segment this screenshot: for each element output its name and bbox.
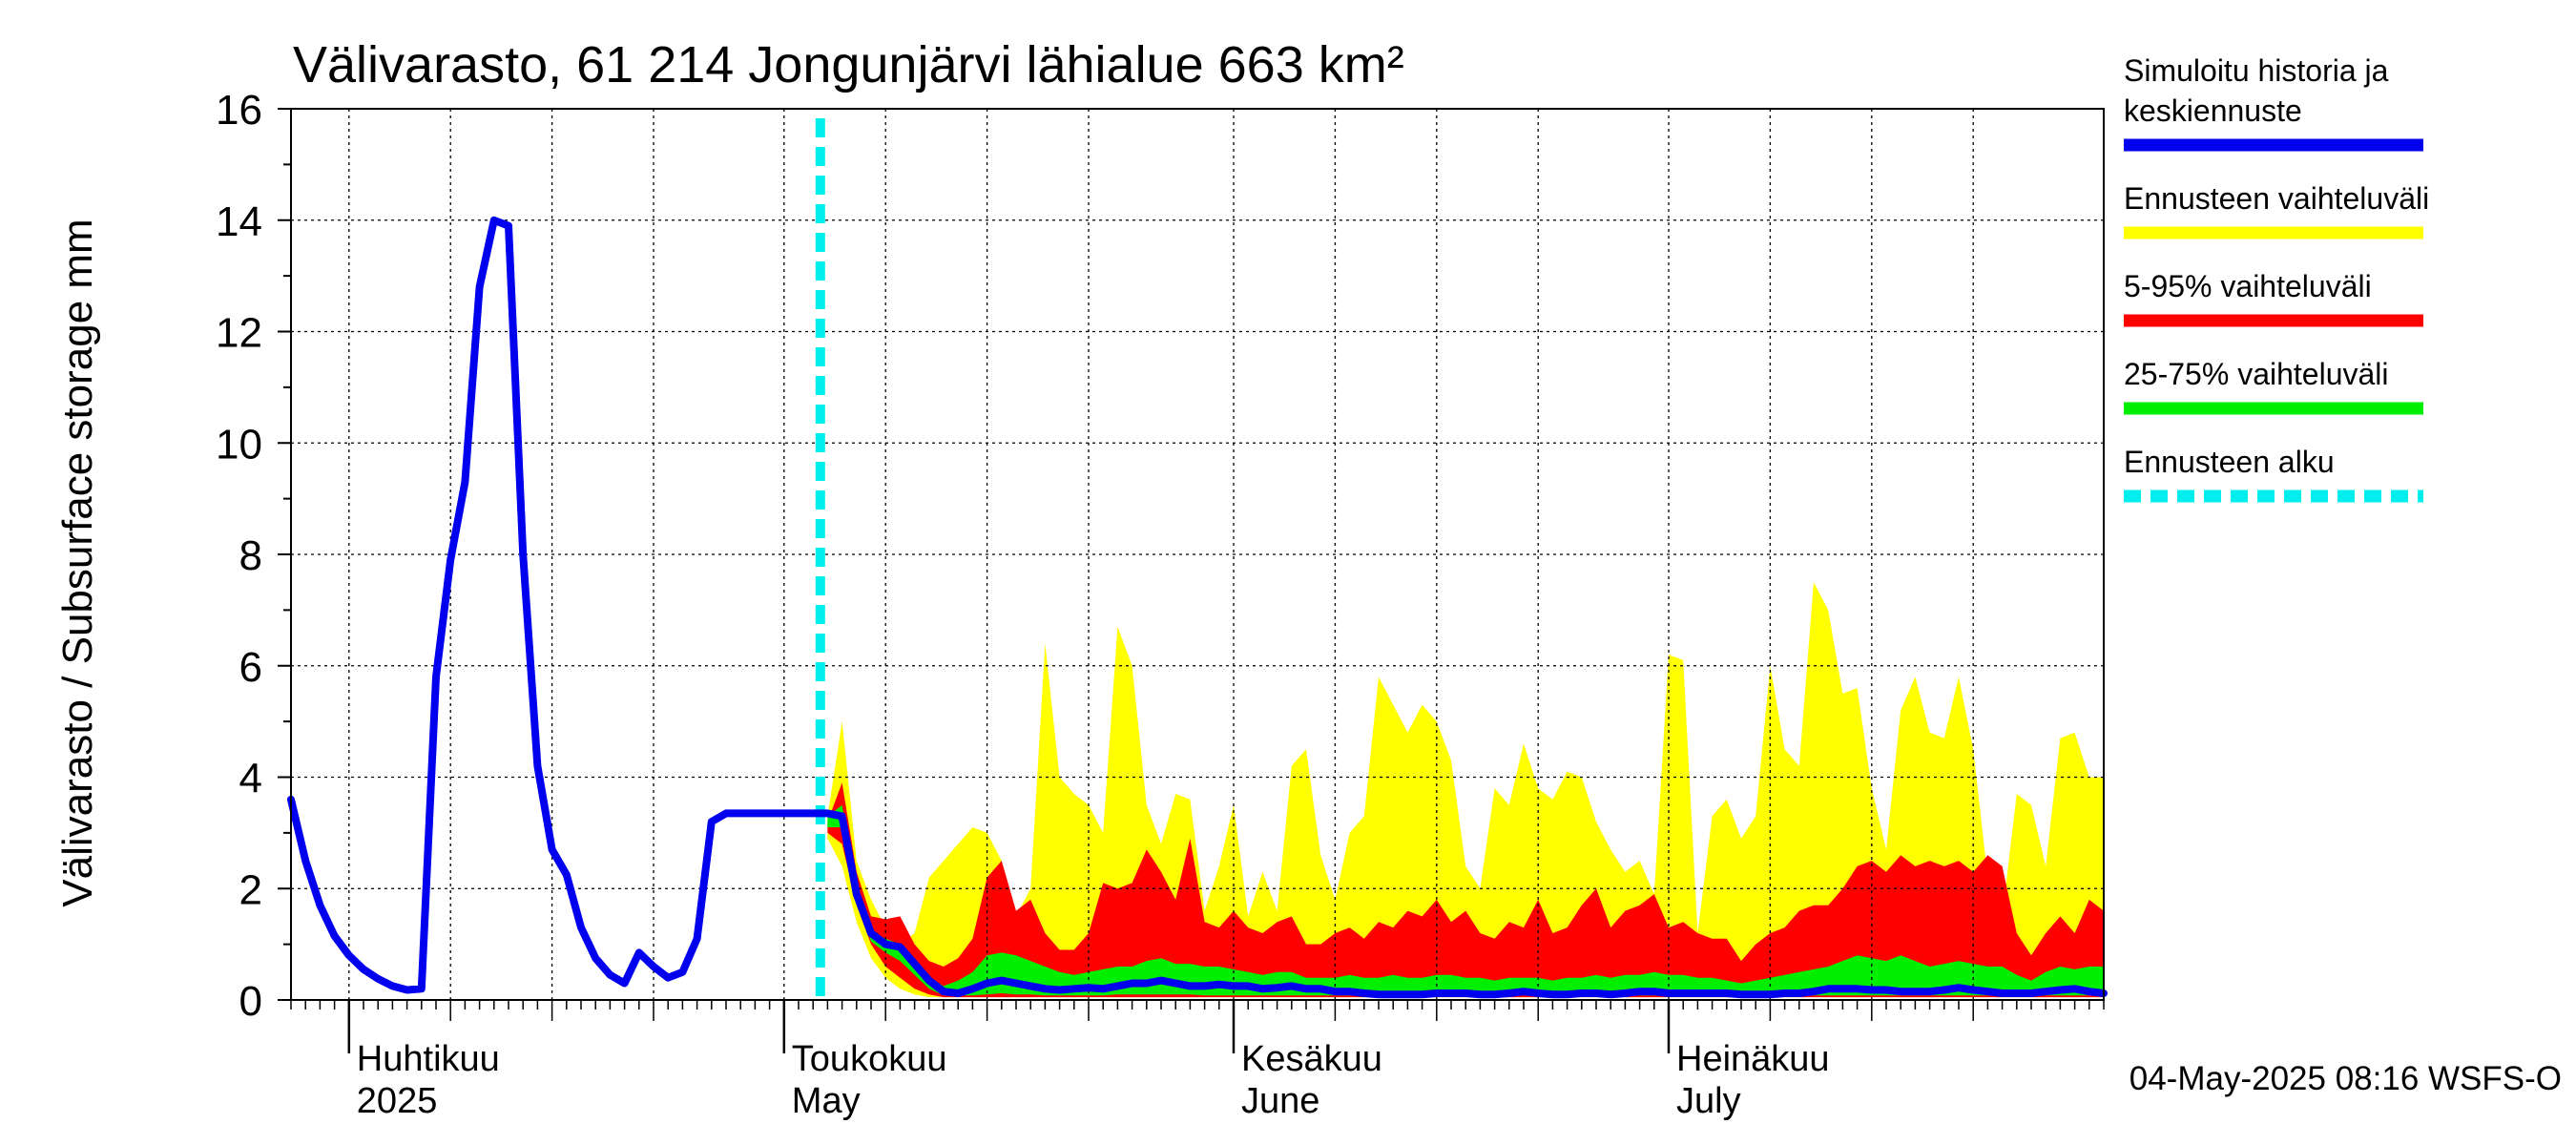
- y-tick-label: 12: [216, 310, 262, 357]
- x-month-sublabel: June: [1241, 1081, 1319, 1121]
- legend-label: Ennusteen alku: [2124, 445, 2335, 479]
- history-and-mean-series: [287, 216, 2108, 999]
- x-month-label: Kesäkuu: [1241, 1039, 1382, 1079]
- x-month-sublabel: July: [1676, 1081, 1741, 1121]
- footer-timestamp: 04-May-2025 08:16 WSFS-O: [2129, 1060, 2562, 1097]
- legend-label: Ennusteen vaihteluväli: [2124, 181, 2429, 216]
- legend: Simuloitu historia ja keskiennuste Ennuste…: [2124, 53, 2429, 503]
- y-tick-label: 0: [239, 978, 262, 1025]
- x-month-label: Toukokuu: [792, 1039, 947, 1079]
- grid: [291, 109, 2104, 1000]
- legend-label: 25-75% vaihteluväli: [2124, 357, 2389, 391]
- y-tick-label: 8: [239, 532, 262, 579]
- series-line-mean: [287, 216, 2108, 999]
- x-month-sublabel: 2025: [357, 1081, 438, 1121]
- y-axis-title: Välivarasto / Subsurface storage mm: [54, 219, 101, 906]
- y-tick-label: 2: [239, 866, 262, 913]
- x-month-label: Huhtikuu: [357, 1039, 500, 1079]
- band-25-75-vaihteluv-li: [827, 804, 2104, 996]
- chart-title: Välivarasto, 61 214 Jongunjärvi lähialue…: [293, 36, 1404, 94]
- y-tick-label: 10: [216, 421, 262, 468]
- y-tick-label: 14: [216, 198, 262, 245]
- y-tick-label: 4: [239, 756, 262, 802]
- forecast-bands: [827, 582, 2104, 998]
- legend-label: 5-95% vaihteluväli: [2124, 269, 2372, 303]
- y-tick-label: 16: [216, 87, 262, 134]
- x-month-label: Heinäkuu: [1676, 1039, 1830, 1079]
- legend-label: keskiennuste: [2124, 94, 2302, 128]
- legend-label: Simuloitu historia ja: [2124, 53, 2389, 88]
- x-month-sublabel: May: [792, 1081, 861, 1121]
- y-tick-label: 6: [239, 644, 262, 691]
- band-5-95-vaihteluv-li: [827, 782, 2104, 998]
- y-axis: 0 2 4 6 8 10 12 14 16: [216, 87, 291, 1025]
